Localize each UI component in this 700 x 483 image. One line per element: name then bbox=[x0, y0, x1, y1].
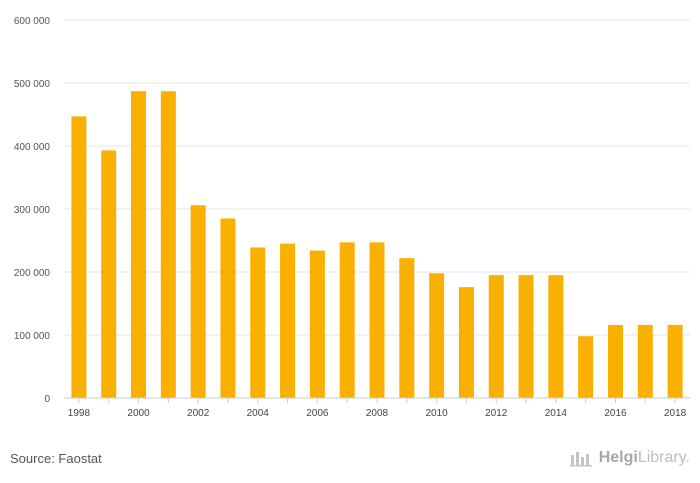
bar-2002[interactable] bbox=[190, 205, 206, 398]
y-tick-label: 300 000 bbox=[14, 205, 51, 216]
x-tick-label: 2002 bbox=[187, 408, 210, 419]
x-tick-label: 2008 bbox=[366, 408, 389, 419]
bar-2009[interactable] bbox=[399, 258, 415, 398]
bar-2017[interactable] bbox=[637, 324, 653, 398]
bar-chart: 0 100 000 200 000 300 000 400 000 500 000 600 … bbox=[14, 16, 690, 419]
logo-brand-text: Helgi bbox=[598, 449, 638, 466]
bar-1999[interactable] bbox=[101, 150, 117, 398]
x-tick-label: 2010 bbox=[425, 408, 448, 419]
y-tick-label: 0 bbox=[44, 394, 50, 405]
logo-suffix-text: Library. bbox=[637, 449, 690, 466]
bar-2014[interactable] bbox=[548, 275, 564, 398]
source-note: Source: Faostat bbox=[10, 451, 102, 466]
bar-2012[interactable] bbox=[488, 275, 504, 398]
bar-2015[interactable] bbox=[578, 336, 594, 398]
helgi-library-logo[interactable]: Helgi Library. bbox=[569, 449, 690, 467]
bar-2005[interactable] bbox=[280, 243, 296, 398]
bar-2013[interactable] bbox=[518, 275, 534, 398]
x-tick-label: 2012 bbox=[485, 408, 508, 419]
x-tick-label: 2006 bbox=[306, 408, 329, 419]
bar-2010[interactable] bbox=[429, 273, 445, 398]
y-tick-label: 600 000 bbox=[14, 16, 51, 27]
y-axis-labels: 0 100 000 200 000 300 000 400 000 500 000 600 … bbox=[14, 16, 51, 405]
bar-2001[interactable] bbox=[160, 91, 176, 398]
bar-2007[interactable] bbox=[339, 242, 355, 398]
x-axis-ticks bbox=[78, 398, 676, 403]
x-tick-label: 2004 bbox=[247, 408, 270, 419]
y-tick-label: 400 000 bbox=[14, 142, 51, 153]
bar-2016[interactable] bbox=[607, 324, 623, 398]
x-tick-label: 1998 bbox=[68, 408, 91, 419]
bars bbox=[71, 91, 683, 398]
y-tick-label: 100 000 bbox=[14, 331, 51, 342]
bar-2006[interactable] bbox=[309, 250, 325, 398]
y-tick-label: 200 000 bbox=[14, 268, 51, 279]
x-tick-label: 2018 bbox=[664, 408, 687, 419]
x-tick-label: 2014 bbox=[545, 408, 568, 419]
bar-2018[interactable] bbox=[667, 324, 683, 398]
bar-1998[interactable] bbox=[71, 116, 87, 398]
x-axis-labels: 1998 2000 2002 2004 2006 2008 2010 2012 2014 2016… bbox=[68, 408, 687, 419]
x-tick-label: 2000 bbox=[127, 408, 150, 419]
x-tick-label: 2016 bbox=[604, 408, 627, 419]
bar-2004[interactable] bbox=[250, 247, 266, 398]
bar-2011[interactable] bbox=[458, 287, 474, 398]
bar-2000[interactable] bbox=[131, 91, 147, 398]
chart-logo-icon bbox=[569, 452, 592, 467]
y-tick-label: 500 000 bbox=[14, 79, 51, 90]
bar-2008[interactable] bbox=[369, 242, 385, 398]
bar-2003[interactable] bbox=[220, 218, 236, 398]
